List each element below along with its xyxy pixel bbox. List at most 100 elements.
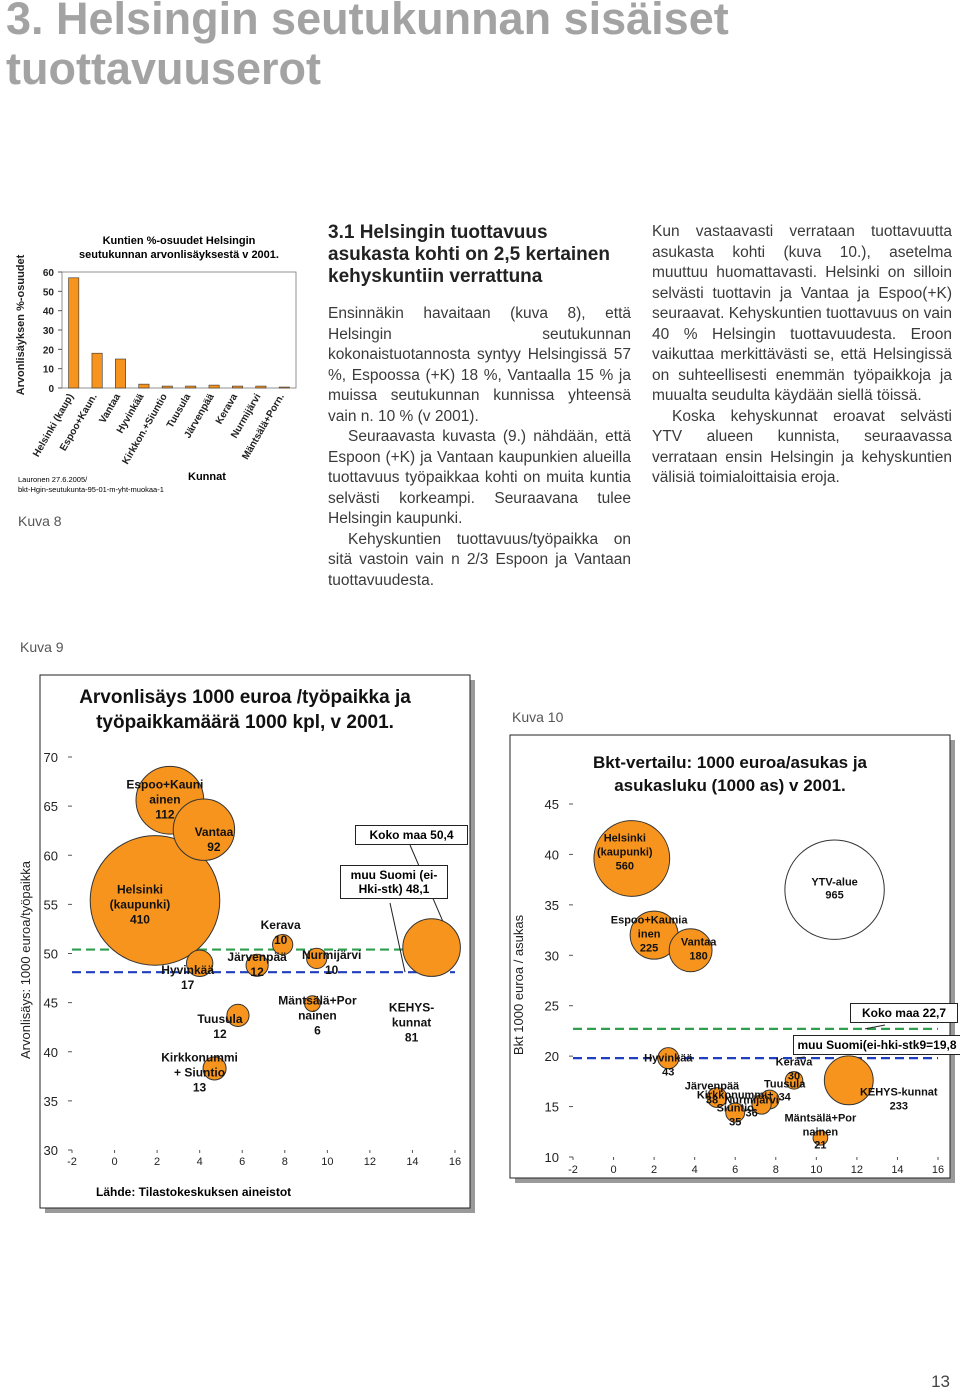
chart-title: Kuntien %-osuudet Helsingin seutukunnan … <box>79 235 279 261</box>
bubble-name: Kirkkonummi+ Siuntio <box>696 1088 774 1115</box>
bar <box>232 385 243 389</box>
y-tick-label: 15 <box>545 1100 559 1115</box>
bar <box>161 385 173 389</box>
y-tick-label: 30 <box>43 326 55 337</box>
bubble-size: 13 <box>192 1080 207 1095</box>
y-axis-label: Arvonlisäyksen %-osuudet <box>15 254 27 395</box>
bubble-name: Kerava <box>775 1056 813 1069</box>
y-tick-label: 35 <box>44 1094 58 1109</box>
bubble-name: Mäntsälä+Pornainen <box>278 993 357 1023</box>
bubble <box>823 1055 874 1106</box>
bubble <box>402 918 461 977</box>
x-tick-label: 16 <box>449 1156 461 1168</box>
y-tick-label: 0 <box>48 384 54 395</box>
y-tick-label: 70 <box>44 750 58 765</box>
bubble-label: Kerava 30 <box>755 1057 833 1085</box>
bubble <box>304 995 321 1012</box>
x-tick-label: 6 <box>732 1164 738 1176</box>
annotation-arrow <box>794 1056 806 1059</box>
chart-title: Bkt-vertailu: 1000 euroa/asukas ja asuka… <box>592 753 868 795</box>
bubble-name: Järvenpää <box>684 1080 740 1093</box>
bar <box>138 383 150 389</box>
bubble-size: 17 <box>180 978 195 993</box>
bubble <box>245 953 269 977</box>
bubble-name: Helsinki (kaupunki) <box>109 882 171 912</box>
bubble-name: Mäntsälä+Pornainen <box>784 1112 857 1138</box>
bubble-name: Nurmijärvi <box>302 948 362 963</box>
source-note: bkt-Hgin-seutukunta-95-01-m-yht-muokaa-1 <box>18 485 164 494</box>
figure-panel: 10 15 20 25 30 35 40 45 -2 0 2 4 6 8 10 12 14 16 Bkt 1000 … <box>505 705 960 1185</box>
bubble-size: 225 <box>639 941 659 954</box>
bubble-size: 560 <box>615 860 634 873</box>
x-tick-label: 12 <box>851 1164 863 1176</box>
bubble-size: 233 <box>889 1100 908 1113</box>
x-tick-label: -2 <box>568 1164 578 1176</box>
x-axis-label: Kunnat <box>188 471 226 483</box>
bubble <box>202 1056 227 1081</box>
x-tick-label: 2 <box>651 1164 657 1176</box>
y-tick-label: 30 <box>545 948 559 963</box>
source-note: Lähde: Tilastokeskuksen aineistot <box>96 1185 292 1199</box>
bubble-label: Hyvinkää 17 <box>147 963 229 993</box>
page-number: 13 <box>931 1372 950 1391</box>
bubble-size: 10 <box>325 963 339 978</box>
bubble-label: Mäntsälä+Pornainen 21 <box>781 1112 859 1153</box>
bubble-name: Nurmijärvi <box>724 1093 779 1106</box>
bubble-name: Kerava <box>260 917 301 932</box>
bubble-label: Tuusula 34 <box>746 1078 824 1106</box>
bubble-size: 12 <box>213 1027 227 1042</box>
bubble <box>784 839 885 940</box>
bubble <box>784 1071 804 1090</box>
x-tick-label: 10 <box>810 1164 822 1176</box>
text-column: Kun vastaavasti verrataan tuottavuutta a… <box>652 222 952 489</box>
paragraph: Kehyskuntien tuottavuus/työpaikka on sit… <box>328 530 631 589</box>
figure-caption: Kuva 10 <box>512 709 564 725</box>
bubble-name: Espoo+Kauniainen <box>126 777 204 807</box>
annotation-arrow <box>864 1024 886 1030</box>
figure-caption: Kuva 9 <box>20 639 64 655</box>
source-note: Lauronen 27.6.2005/ <box>18 475 88 484</box>
bubble-size: 12 <box>250 965 264 980</box>
bar <box>91 352 103 389</box>
bar <box>185 385 197 389</box>
y-tick-label: 10 <box>545 1150 559 1165</box>
bubble <box>706 1087 728 1108</box>
bubble-label: Järvenpää 38 <box>673 1081 751 1109</box>
bubble-size: 965 <box>825 889 844 902</box>
bar <box>255 385 267 389</box>
reference-label: Koko maa 50,4 <box>355 825 468 845</box>
bubble-label: Järvenpää 12 <box>216 950 298 980</box>
bubble-name: Järvenpää <box>227 950 287 965</box>
bubble-name: KEHYS-kunnat <box>388 1000 435 1030</box>
x-tick-label: 14 <box>406 1156 418 1168</box>
x-tick-label: Vantaa <box>97 392 123 426</box>
x-tick-label: 10 <box>321 1156 333 1168</box>
figure-panel: 30 35 40 45 50 55 60 65 70 -2 0 2 4 6 8 10 12 14 16 Arvonli… <box>0 635 480 1215</box>
y-tick-label: 25 <box>545 999 559 1014</box>
bubble-size: 21 <box>814 1139 827 1152</box>
bubble <box>172 798 236 861</box>
y-tick-label: 50 <box>43 287 55 298</box>
bubble <box>89 835 221 966</box>
bubble-label: Vantaa 180 <box>660 936 738 964</box>
bubble-label: Nurmijärvi 10 <box>291 948 373 978</box>
bubble <box>725 1102 746 1123</box>
bubble <box>226 1003 250 1027</box>
y-tick-label: 20 <box>545 1049 559 1064</box>
bubble-size: 38 <box>705 1094 719 1107</box>
bubble-size: 112 <box>155 807 175 822</box>
y-tick-label: 40 <box>43 307 55 318</box>
x-tick-label: 14 <box>891 1164 903 1176</box>
y-tick-label: 45 <box>545 797 559 812</box>
bubble-size: 180 <box>689 950 708 963</box>
y-tick-label: 45 <box>44 996 58 1011</box>
bubble-name: Vantaa <box>680 936 717 949</box>
bubble <box>751 1094 772 1115</box>
y-axis-label: Arvonlisäys: 1000 euroa/työpaikka <box>18 860 33 1059</box>
chart-title: Arvonlisäys 1000 euroa /työpaikka ja työ… <box>79 687 411 733</box>
chart: 30 35 40 45 50 55 60 65 70 -2 0 2 4 6 8 10 12 14 16 Arvonli… <box>18 674 475 1213</box>
y-tick-label: 20 <box>43 345 55 356</box>
x-tick-label: -2 <box>67 1156 77 1168</box>
bubble-name: Tuusula <box>764 1077 806 1090</box>
